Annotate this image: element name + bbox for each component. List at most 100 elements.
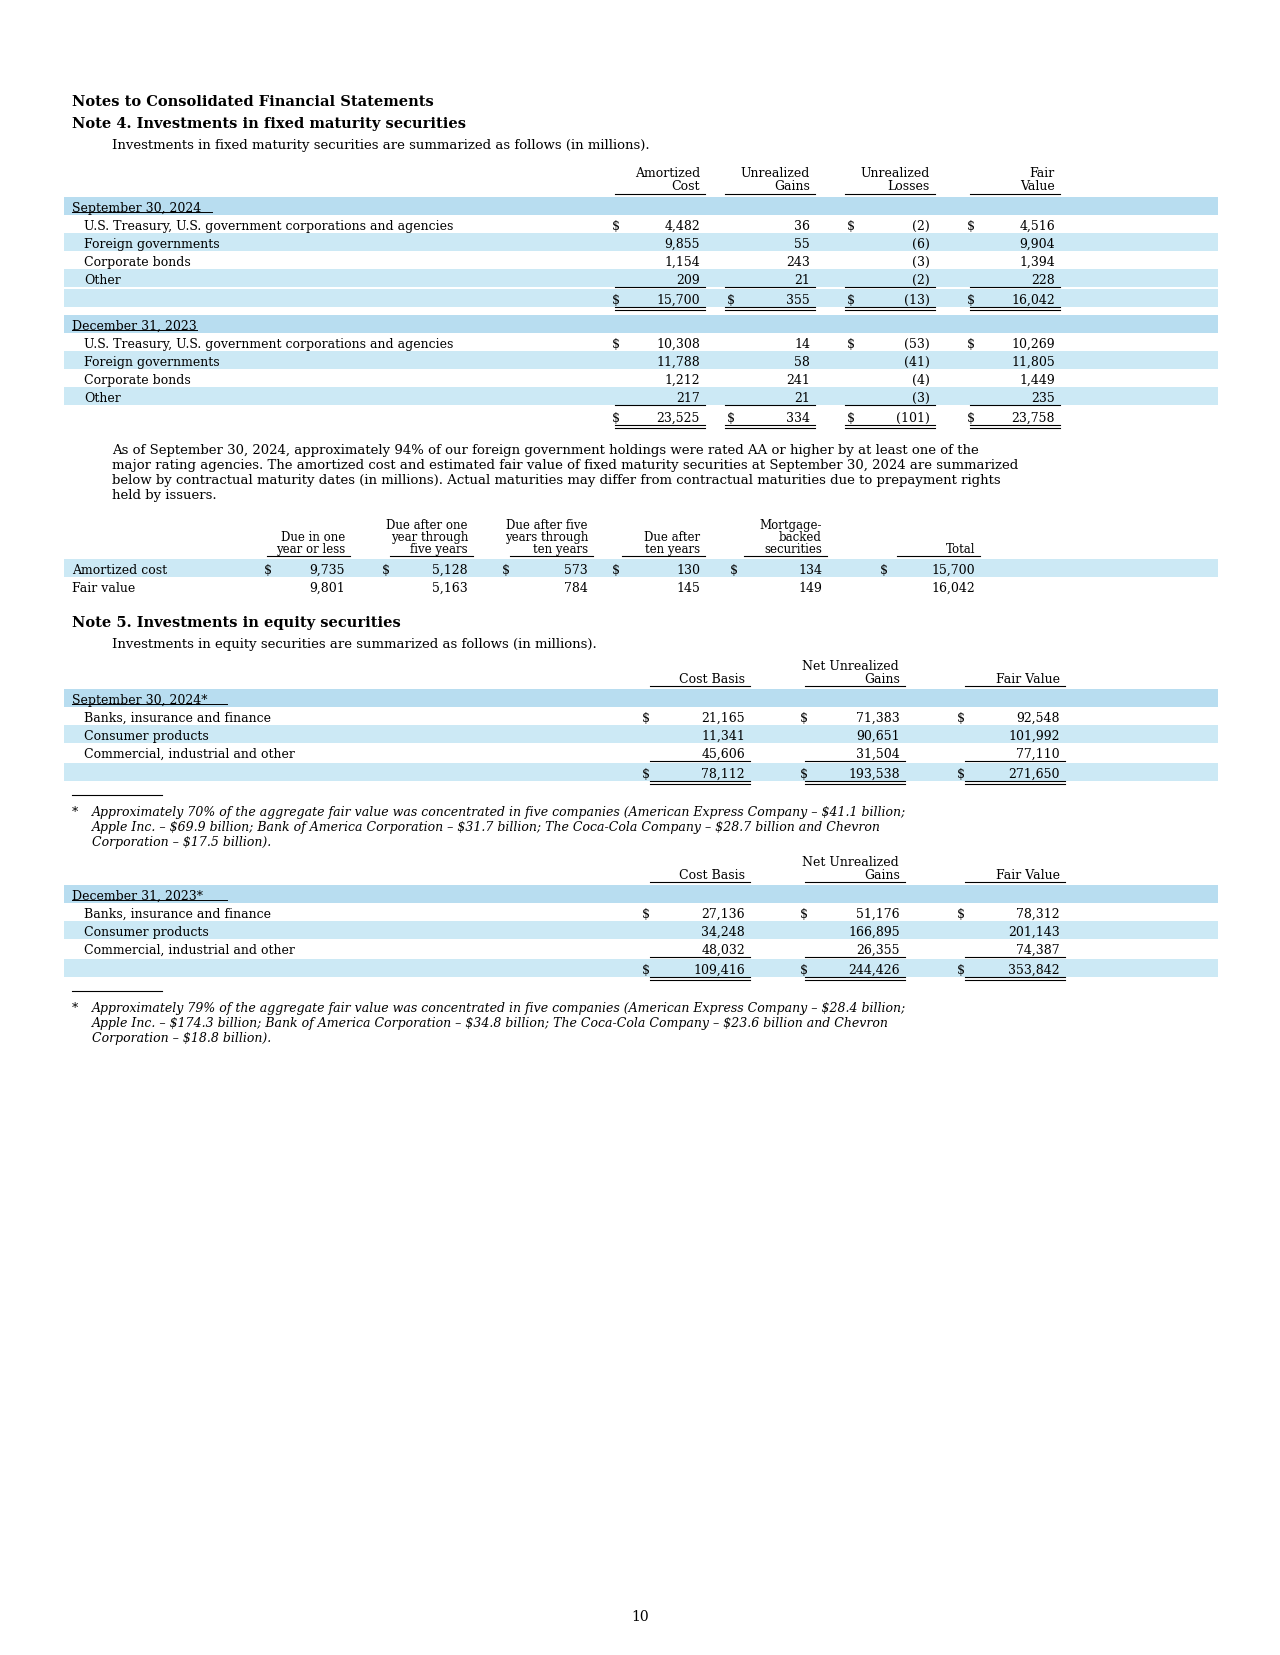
- Text: $: $: [643, 907, 650, 920]
- Bar: [64, 199, 1219, 215]
- Text: $: $: [966, 412, 975, 425]
- Text: $: $: [881, 564, 888, 576]
- Text: Fair: Fair: [1029, 167, 1055, 180]
- Text: Investments in equity securities are summarized as follows (in millions).: Investments in equity securities are sum…: [113, 637, 596, 650]
- Text: 11,805: 11,805: [1011, 356, 1055, 369]
- Text: 193,538: 193,538: [849, 768, 900, 781]
- Text: Commercial, industrial and other: Commercial, industrial and other: [84, 748, 294, 761]
- Text: (4): (4): [913, 374, 931, 387]
- Text: 10,308: 10,308: [657, 338, 700, 351]
- Text: Gains: Gains: [774, 180, 810, 194]
- Text: 78,112: 78,112: [701, 768, 745, 781]
- Text: 334: 334: [786, 412, 810, 425]
- Text: ten years: ten years: [532, 543, 588, 556]
- Text: Amortized: Amortized: [635, 167, 700, 180]
- Text: 10: 10: [631, 1609, 649, 1624]
- Text: Gains: Gains: [864, 672, 900, 685]
- Text: U.S. Treasury, U.S. government corporations and agencies: U.S. Treasury, U.S. government corporati…: [84, 220, 453, 233]
- Text: (2): (2): [913, 220, 931, 233]
- Text: (41): (41): [904, 356, 931, 369]
- Text: 145: 145: [676, 581, 700, 594]
- Text: Corporate bonds: Corporate bonds: [84, 374, 191, 387]
- Bar: [64, 233, 1219, 252]
- Bar: [64, 387, 1219, 405]
- Text: $: $: [612, 338, 620, 351]
- Text: $: $: [612, 564, 620, 576]
- Text: 217: 217: [676, 392, 700, 405]
- Text: Due after five: Due after five: [507, 518, 588, 531]
- Text: $: $: [957, 768, 965, 781]
- Text: $: $: [957, 712, 965, 725]
- Text: December 31, 2023: December 31, 2023: [72, 319, 197, 333]
- Text: 71,383: 71,383: [856, 712, 900, 725]
- Text: 45,606: 45,606: [701, 748, 745, 761]
- Text: (3): (3): [913, 257, 931, 268]
- Text: 166,895: 166,895: [849, 925, 900, 938]
- Text: 14: 14: [794, 338, 810, 351]
- Text: years through: years through: [504, 531, 588, 544]
- Text: September 30, 2024: September 30, 2024: [72, 202, 201, 215]
- Text: securities: securities: [764, 543, 822, 556]
- Text: backed: backed: [780, 531, 822, 544]
- Text: Approximately 70% of the aggregate fair value was concentrated in five companies: Approximately 70% of the aggregate fair …: [92, 806, 906, 849]
- Text: 16,042: 16,042: [1011, 295, 1055, 306]
- Text: December 31, 2023*: December 31, 2023*: [72, 889, 204, 902]
- Text: $: $: [643, 963, 650, 976]
- Text: Notes to Consolidated Financial Statements: Notes to Consolidated Financial Statemen…: [72, 94, 434, 109]
- Text: Losses: Losses: [888, 180, 931, 194]
- Bar: [64, 316, 1219, 334]
- Text: U.S. Treasury, U.S. government corporations and agencies: U.S. Treasury, U.S. government corporati…: [84, 338, 453, 351]
- Bar: [64, 559, 1219, 578]
- Text: $: $: [966, 220, 975, 233]
- Text: (13): (13): [904, 295, 931, 306]
- Text: 27,136: 27,136: [701, 907, 745, 920]
- Text: $: $: [800, 907, 808, 920]
- Text: Foreign governments: Foreign governments: [84, 356, 220, 369]
- Text: 228: 228: [1032, 273, 1055, 286]
- Text: *: *: [72, 1001, 78, 1015]
- Text: 134: 134: [797, 564, 822, 576]
- Text: 9,801: 9,801: [310, 581, 346, 594]
- Text: 11,341: 11,341: [701, 730, 745, 743]
- Text: year through: year through: [390, 531, 468, 544]
- Text: 15,700: 15,700: [657, 295, 700, 306]
- Text: 10,269: 10,269: [1011, 338, 1055, 351]
- Text: $: $: [612, 220, 620, 233]
- Text: $: $: [800, 712, 808, 725]
- Text: Total: Total: [946, 543, 975, 556]
- Text: 21: 21: [794, 392, 810, 405]
- Text: September 30, 2024*: September 30, 2024*: [72, 693, 207, 707]
- Text: 31,504: 31,504: [856, 748, 900, 761]
- Text: 55: 55: [795, 238, 810, 252]
- Text: Commercial, industrial and other: Commercial, industrial and other: [84, 943, 294, 957]
- Text: Consumer products: Consumer products: [84, 925, 209, 938]
- Text: 51,176: 51,176: [856, 907, 900, 920]
- Text: As of September 30, 2024, approximately 94% of our foreign government holdings w: As of September 30, 2024, approximately …: [113, 444, 1019, 501]
- Text: $: $: [727, 412, 735, 425]
- Text: 5,163: 5,163: [433, 581, 468, 594]
- Text: Fair Value: Fair Value: [996, 869, 1060, 882]
- Text: Amortized cost: Amortized cost: [72, 564, 168, 576]
- Bar: [64, 270, 1219, 288]
- Text: 48,032: 48,032: [701, 943, 745, 957]
- Text: 4,482: 4,482: [664, 220, 700, 233]
- Text: 1,394: 1,394: [1019, 257, 1055, 268]
- Text: Note 5. Investments in equity securities: Note 5. Investments in equity securities: [72, 616, 401, 629]
- Text: (53): (53): [904, 338, 931, 351]
- Text: Due in one: Due in one: [280, 531, 346, 544]
- Text: $: $: [957, 963, 965, 976]
- Bar: [64, 690, 1219, 708]
- Text: 77,110: 77,110: [1016, 748, 1060, 761]
- Text: $: $: [612, 295, 620, 306]
- Text: $: $: [800, 963, 808, 976]
- Bar: [64, 763, 1219, 781]
- Text: 1,212: 1,212: [664, 374, 700, 387]
- Text: 9,735: 9,735: [310, 564, 346, 576]
- Text: $: $: [381, 564, 390, 576]
- Text: 9,855: 9,855: [664, 238, 700, 252]
- Text: Other: Other: [84, 392, 120, 405]
- Text: Note 4. Investments in fixed maturity securities: Note 4. Investments in fixed maturity se…: [72, 118, 466, 131]
- Text: $: $: [847, 295, 855, 306]
- Bar: [64, 353, 1219, 369]
- Text: 353,842: 353,842: [1009, 963, 1060, 976]
